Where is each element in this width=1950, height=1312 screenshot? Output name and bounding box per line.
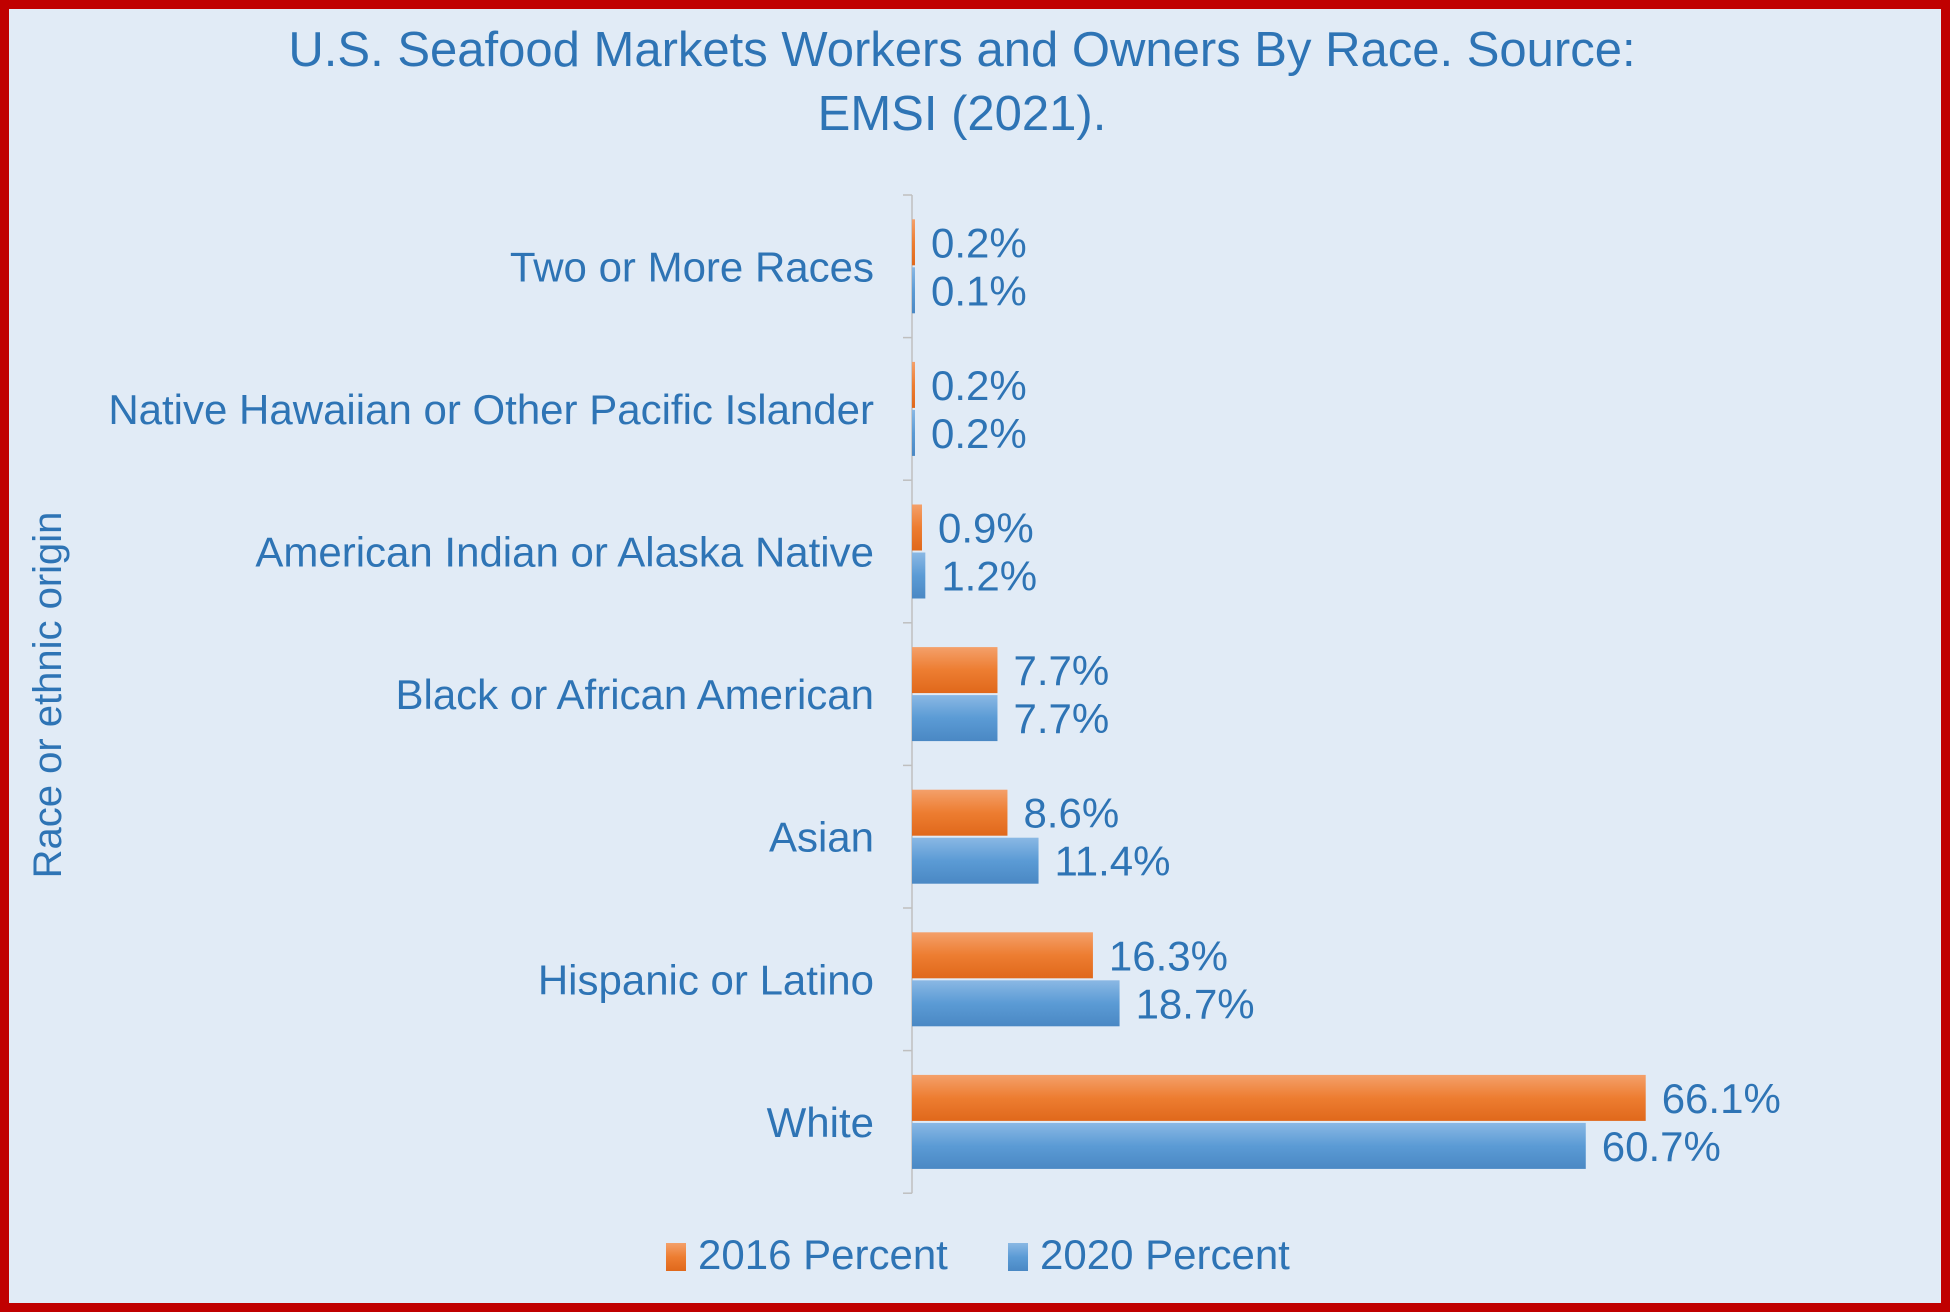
- bar-2016-asian: [912, 789, 1008, 836]
- category-label-black-or-african-american: Black or African American: [395, 671, 874, 718]
- bar-2016-black-or-african-american: [912, 647, 998, 694]
- bars: [912, 219, 1646, 1169]
- legend-swatch-2016: [666, 1243, 686, 1271]
- legend-swatch-2020: [1008, 1243, 1028, 1271]
- bar-2020-black-or-african-american: [912, 695, 998, 742]
- bar-2020-asian: [912, 837, 1039, 884]
- legend-item-2020: 2020 Percent: [1008, 1231, 1290, 1278]
- category-label-white: White: [767, 1099, 874, 1146]
- bar-2020-white: [912, 1122, 1586, 1169]
- data-label-2020-black-or-african-american: 7.7%: [1013, 695, 1109, 742]
- chart-title-line-2: EMSI (2021).: [818, 87, 1107, 141]
- data-label-2020-american-indian-or-alaska-native: 1.2%: [941, 553, 1037, 600]
- data-label-2016-american-indian-or-alaska-native: 0.9%: [938, 505, 1034, 552]
- category-label-native-hawaiian-or-other-pacific-islander: Native Hawaiian or Other Pacific Islande…: [108, 386, 874, 433]
- legend-label-2020: 2020 Percent: [1040, 1231, 1290, 1278]
- data-label-2016-native-hawaiian-or-other-pacific-islander: 0.2%: [931, 362, 1027, 409]
- category-label-two-or-more-races: Two or More Races: [510, 243, 874, 290]
- category-label-asian: Asian: [769, 814, 874, 861]
- legend: 2016 Percent 2020 Percent: [666, 1231, 1290, 1278]
- bar-2020-two-or-more-races: [912, 267, 915, 314]
- chart-title-line-1: U.S. Seafood Markets Workers and Owners …: [288, 23, 1635, 77]
- bar-2020-native-hawaiian-or-other-pacific-islander: [912, 409, 915, 456]
- bar-2020-hispanic-or-latino: [912, 980, 1120, 1027]
- legend-label-2016: 2016 Percent: [698, 1231, 948, 1278]
- data-label-2016-white: 66.1%: [1662, 1075, 1781, 1122]
- data-label-2016-hispanic-or-latino: 16.3%: [1109, 932, 1228, 979]
- category-label-hispanic-or-latino: Hispanic or Latino: [538, 956, 874, 1003]
- data-label-2020-two-or-more-races: 0.1%: [931, 267, 1027, 314]
- data-label-2020-hispanic-or-latino: 18.7%: [1136, 980, 1255, 1027]
- data-label-2020-native-hawaiian-or-other-pacific-islander: 0.2%: [931, 410, 1027, 457]
- bar-2016-american-indian-or-alaska-native: [912, 504, 922, 551]
- bar-2016-hispanic-or-latino: [912, 932, 1093, 979]
- legend-item-2016: 2016 Percent: [666, 1231, 948, 1278]
- data-label-2016-two-or-more-races: 0.2%: [931, 219, 1027, 266]
- bar-2016-two-or-more-races: [912, 219, 915, 266]
- category-axis: [903, 194, 913, 1194]
- y-axis-title: Race or ethnic origin: [26, 512, 70, 879]
- data-label-2016-black-or-african-american: 7.7%: [1013, 647, 1109, 694]
- data-label-2020-asian: 11.4%: [1055, 838, 1171, 885]
- data-label-2020-white: 60.7%: [1602, 1123, 1721, 1170]
- data-label-2016-asian: 8.6%: [1023, 790, 1119, 837]
- bar-2020-american-indian-or-alaska-native: [912, 552, 926, 599]
- category-label-american-indian-or-alaska-native: American Indian or Alaska Native: [255, 529, 874, 576]
- bar-2016-white: [912, 1074, 1646, 1121]
- bar-2016-native-hawaiian-or-other-pacific-islander: [912, 361, 915, 408]
